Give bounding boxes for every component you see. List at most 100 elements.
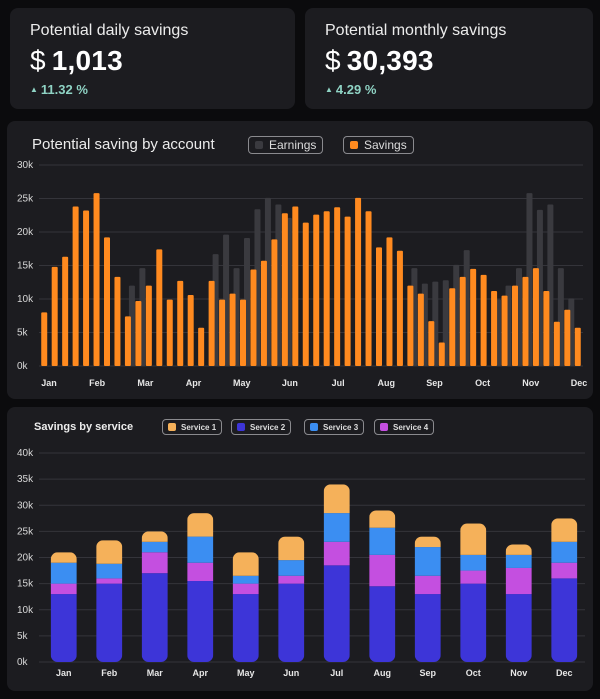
legend-service-2[interactable]: Service 2 <box>231 419 292 435</box>
service-1-segment[interactable] <box>187 513 214 537</box>
service-4-segment[interactable] <box>232 583 259 595</box>
service-3-segment[interactable] <box>141 541 168 553</box>
service-4-segment[interactable] <box>187 562 214 582</box>
savings-bar[interactable] <box>417 293 424 366</box>
service-1-segment[interactable] <box>414 536 441 548</box>
stacked-bar[interactable] <box>460 523 487 662</box>
stacked-bar[interactable] <box>551 518 578 662</box>
service-2-segment[interactable] <box>187 581 214 662</box>
service-3-segment[interactable] <box>460 554 487 571</box>
savings-bar[interactable] <box>72 206 79 366</box>
savings-bar[interactable] <box>355 197 362 366</box>
savings-bar[interactable] <box>438 342 445 366</box>
savings-bar[interactable] <box>501 295 508 366</box>
stacked-bar[interactable] <box>323 484 350 662</box>
legend-service-1[interactable]: Service 1 <box>162 419 223 435</box>
savings-bar[interactable] <box>187 294 194 366</box>
service-4-segment[interactable] <box>141 552 168 574</box>
service-4-segment[interactable] <box>551 562 578 579</box>
savings-bar[interactable] <box>376 247 382 366</box>
savings-bar[interactable] <box>365 211 372 366</box>
service-2-segment[interactable] <box>141 573 168 662</box>
savings-bar[interactable] <box>83 210 90 366</box>
legend-service-4[interactable]: Service 4 <box>374 419 435 435</box>
savings-bar[interactable] <box>480 274 487 366</box>
service-4-segment[interactable] <box>96 578 123 584</box>
service-1-segment[interactable] <box>141 531 168 542</box>
service-3-segment[interactable] <box>505 554 532 568</box>
savings-bar[interactable] <box>428 321 435 366</box>
savings-bar[interactable] <box>156 249 163 366</box>
savings-bar[interactable] <box>41 312 48 366</box>
service-2-segment[interactable] <box>232 594 259 662</box>
service-3-segment[interactable] <box>414 547 441 576</box>
service-1-segment[interactable] <box>460 523 487 555</box>
savings-bar[interactable] <box>260 260 267 366</box>
service-3-segment[interactable] <box>551 541 578 563</box>
service-2-segment[interactable] <box>96 583 123 662</box>
savings-bar[interactable] <box>250 269 257 366</box>
service-4-segment[interactable] <box>505 567 532 595</box>
service-2-segment[interactable] <box>50 594 77 662</box>
service-1-segment[interactable] <box>96 540 123 564</box>
service-3-segment[interactable] <box>323 513 350 542</box>
service-1-segment[interactable] <box>278 536 305 561</box>
stacked-bar[interactable] <box>96 540 123 662</box>
service-4-segment[interactable] <box>460 570 487 584</box>
service-1-segment[interactable] <box>323 484 350 514</box>
stacked-bar[interactable] <box>187 513 214 662</box>
service-3-segment[interactable] <box>187 536 214 563</box>
savings-bar[interactable] <box>93 193 100 366</box>
savings-bar[interactable] <box>166 299 173 366</box>
stacked-bar[interactable] <box>414 536 441 662</box>
savings-bar[interactable] <box>407 285 414 366</box>
savings-bar[interactable] <box>522 276 529 366</box>
savings-bar[interactable] <box>145 285 152 366</box>
savings-bar[interactable] <box>281 213 288 366</box>
savings-bar[interactable] <box>177 280 184 366</box>
savings-bar[interactable] <box>114 276 121 366</box>
service-2-segment[interactable] <box>278 583 305 662</box>
service-1-segment[interactable] <box>505 544 532 555</box>
service-3-segment[interactable] <box>369 527 396 555</box>
savings-bar[interactable] <box>208 280 215 366</box>
savings-bar[interactable] <box>229 293 236 366</box>
service-4-segment[interactable] <box>50 583 77 595</box>
savings-bar[interactable] <box>543 290 550 366</box>
savings-bar[interactable] <box>396 250 403 366</box>
stacked-bar[interactable] <box>278 536 305 662</box>
service-1-segment[interactable] <box>369 510 396 528</box>
legend-service-3[interactable]: Service 3 <box>304 419 365 435</box>
savings-bar[interactable] <box>271 239 278 366</box>
savings-bar[interactable] <box>553 321 560 366</box>
savings-bar[interactable] <box>292 206 299 366</box>
service-3-segment[interactable] <box>232 575 259 584</box>
savings-bar[interactable] <box>512 285 518 366</box>
service-4-segment[interactable] <box>323 541 350 566</box>
service-2-segment[interactable] <box>505 594 532 662</box>
savings-bar[interactable] <box>386 237 393 366</box>
savings-bar[interactable] <box>564 309 571 366</box>
service-4-segment[interactable] <box>278 575 305 584</box>
savings-bar[interactable] <box>459 276 466 366</box>
savings-bar[interactable] <box>62 256 69 366</box>
service-3-segment[interactable] <box>50 562 77 584</box>
savings-bar[interactable] <box>104 237 110 366</box>
savings-bar[interactable] <box>344 216 351 366</box>
savings-bar[interactable] <box>302 222 309 366</box>
service-2-segment[interactable] <box>551 578 578 662</box>
savings-bar[interactable] <box>219 299 226 366</box>
savings-bar[interactable] <box>323 211 330 366</box>
stacked-bar[interactable] <box>141 531 168 662</box>
savings-bar[interactable] <box>124 316 131 366</box>
savings-bar[interactable] <box>449 288 456 366</box>
savings-bar[interactable] <box>198 327 205 366</box>
service-1-segment[interactable] <box>551 518 578 542</box>
stacked-bar[interactable] <box>505 544 532 662</box>
savings-bar[interactable] <box>574 327 581 366</box>
service-2-segment[interactable] <box>369 586 396 662</box>
stacked-bar[interactable] <box>232 552 259 662</box>
service-2-segment[interactable] <box>414 594 441 662</box>
savings-bar[interactable] <box>334 207 341 366</box>
service-3-segment[interactable] <box>96 563 123 579</box>
